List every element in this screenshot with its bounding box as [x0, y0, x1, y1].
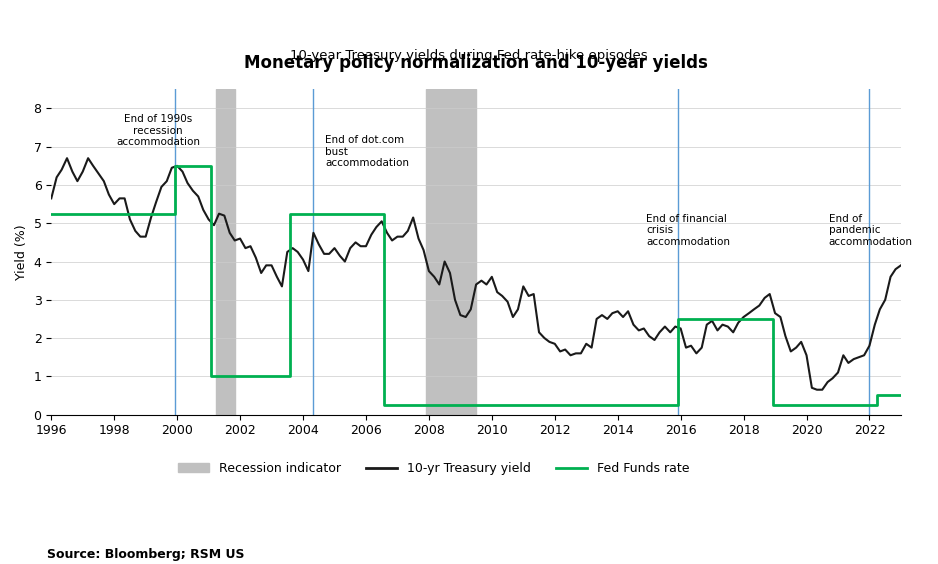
Bar — [427, 89, 477, 415]
Y-axis label: Yield (%): Yield (%) — [15, 224, 28, 280]
Text: 10-year Treasury yields during Fed rate-hike episodes: 10-year Treasury yields during Fed rate-… — [290, 49, 648, 62]
Text: End of dot.com
bust
accommodation: End of dot.com bust accommodation — [325, 135, 409, 169]
Title: Monetary policy normalization and 10-year yields: Monetary policy normalization and 10-yea… — [244, 55, 708, 73]
Text: End of financial
crisis
accommodation: End of financial crisis accommodation — [646, 214, 730, 247]
Text: End of
pandemic
accommodation: End of pandemic accommodation — [828, 214, 913, 247]
Bar — [217, 89, 234, 415]
Text: End of 1990s
recession
accommodation: End of 1990s recession accommodation — [116, 114, 201, 147]
Text: Source: Bloomberg; RSM US: Source: Bloomberg; RSM US — [47, 548, 245, 561]
Legend: Recession indicator, 10-yr Treasury yield, Fed Funds rate: Recession indicator, 10-yr Treasury yiel… — [173, 457, 695, 480]
